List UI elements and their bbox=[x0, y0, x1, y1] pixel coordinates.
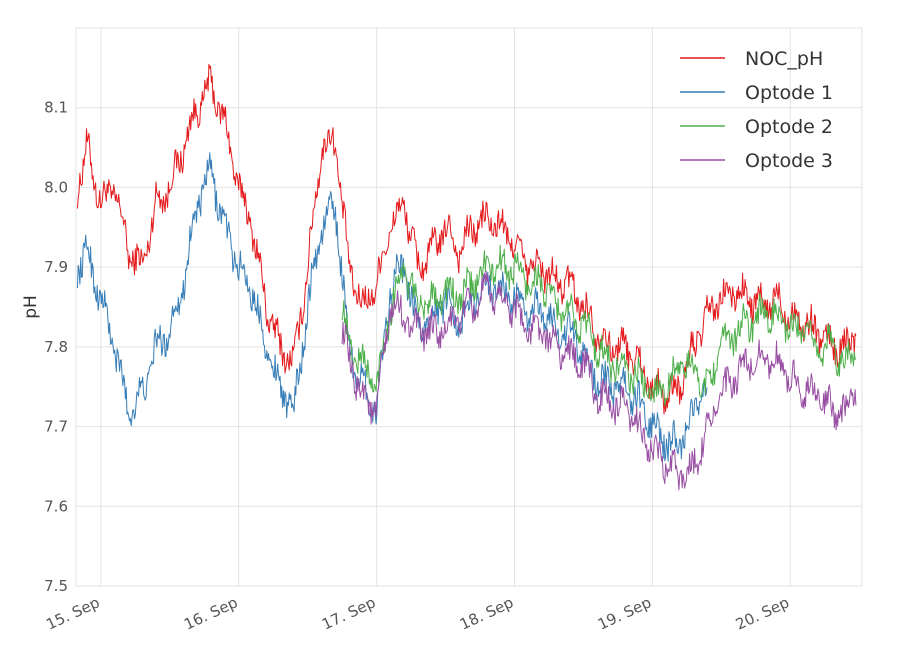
x-tick-label: 18. Sep bbox=[457, 593, 516, 633]
x-tick-labels: 15. Sep 16. Sep 17. Sep 18. Sep 19. Sep 20. S… bbox=[43, 593, 792, 633]
y-tick-label: 7.5 bbox=[44, 577, 68, 595]
x-tick-label: 19. Sep bbox=[595, 593, 654, 633]
series-line-optode-2 bbox=[341, 244, 857, 407]
y-tick-label: 7.8 bbox=[44, 338, 68, 356]
y-tick-labels: 7.5 7.6 7.7 7.8 7.9 8.0 8.1 bbox=[44, 99, 68, 595]
y-axis-label: pH bbox=[21, 295, 41, 319]
y-tick-label: 7.6 bbox=[44, 497, 68, 515]
series-lines bbox=[76, 63, 857, 491]
y-tick-label: 7.9 bbox=[44, 258, 68, 276]
legend-label: Optode 2 bbox=[745, 116, 833, 138]
x-tick-label: 16. Sep bbox=[181, 593, 240, 633]
series-line-noc-ph bbox=[76, 63, 857, 415]
legend-label: NOC_pH bbox=[745, 48, 823, 70]
legend: NOC_pH Optode 1 Optode 2 Optode 3 bbox=[680, 48, 833, 172]
x-tick-label: 20. Sep bbox=[733, 593, 792, 633]
series-line-optode-3 bbox=[341, 270, 857, 491]
plot-area bbox=[75, 27, 863, 587]
legend-label: Optode 1 bbox=[745, 82, 833, 104]
y-tick-label: 7.7 bbox=[44, 418, 68, 436]
x-tick-label: 15. Sep bbox=[43, 593, 102, 633]
y-tick-label: 8.0 bbox=[44, 178, 68, 196]
legend-label: Optode 3 bbox=[745, 150, 833, 172]
y-tick-label: 8.1 bbox=[44, 99, 68, 117]
y-gridlines bbox=[76, 107, 862, 587]
x-tick-label: 17. Sep bbox=[319, 593, 378, 633]
series-line-optode-1 bbox=[76, 152, 708, 462]
